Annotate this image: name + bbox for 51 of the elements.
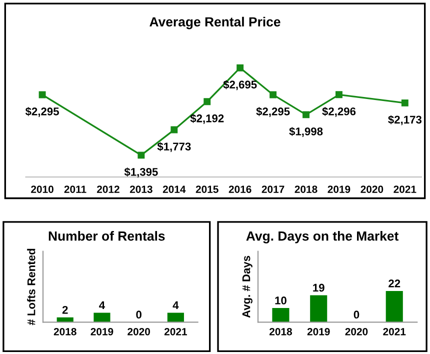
point [170, 126, 178, 134]
x-tick-label: 2021 [383, 328, 406, 336]
x-tick-label: 2021 [394, 186, 416, 193]
x-tick-label: 2010 [31, 186, 54, 193]
y-axis-title: Avg. # Days [242, 256, 252, 318]
point [302, 111, 310, 118]
point [38, 91, 46, 98]
x-tick-label: 2013 [130, 186, 152, 193]
chart-title: Avg. Days on the Market [246, 231, 399, 244]
data-label: 4 [99, 301, 105, 310]
x-tick-label: 2020 [128, 328, 150, 336]
x-tick-label: 2019 [328, 186, 350, 193]
x-tick-label: 2020 [345, 328, 368, 336]
x-tick-label: 2014 [162, 186, 186, 193]
point [401, 99, 408, 106]
x-tick-label: 2012 [96, 186, 120, 193]
data-label: $2,295 [256, 107, 290, 117]
x-tick-label: 2019 [90, 328, 114, 336]
x-tick-label: 2018 [270, 328, 292, 336]
chart-title: Number of Rentals [48, 231, 165, 241]
x-tick-label: 2020 [360, 186, 384, 193]
data-label: $2,296 [322, 106, 356, 117]
data-label: $1,395 [124, 167, 158, 178]
x-tick-label: 2019 [307, 328, 330, 336]
y-axis-title: # Lofts Rented [27, 248, 36, 326]
data-label: $1,773 [157, 142, 191, 152]
data-label: 10 [275, 296, 286, 304]
x-tick-label: 2017 [262, 186, 284, 193]
data-label: $2,295 [25, 107, 59, 117]
data-label: 0 [136, 310, 142, 319]
data-label: 4 [172, 301, 179, 310]
data-label: 22 [388, 280, 400, 288]
data-label: 19 [313, 284, 324, 292]
data-label: 0 [354, 310, 360, 319]
data-label: $1,998 [289, 126, 323, 137]
point [138, 152, 145, 159]
data-label: $2,192 [190, 114, 224, 124]
point [236, 64, 244, 72]
point [336, 91, 342, 98]
x-tick-label: 2018 [294, 186, 318, 193]
x-tick-label: 2015 [196, 186, 218, 193]
x-tick-label: 2018 [54, 328, 76, 336]
x-tick-label: 2021 [164, 328, 187, 336]
data-label: $2,695 [223, 80, 257, 90]
data-label: 2 [62, 306, 68, 314]
data-label: $2,173 [388, 115, 422, 126]
x-tick-label: 2011 [64, 186, 86, 193]
point [270, 91, 277, 98]
x-tick-label: 2016 [228, 186, 252, 193]
chart-title: Average Rental Price [150, 16, 280, 30]
point [204, 98, 211, 106]
